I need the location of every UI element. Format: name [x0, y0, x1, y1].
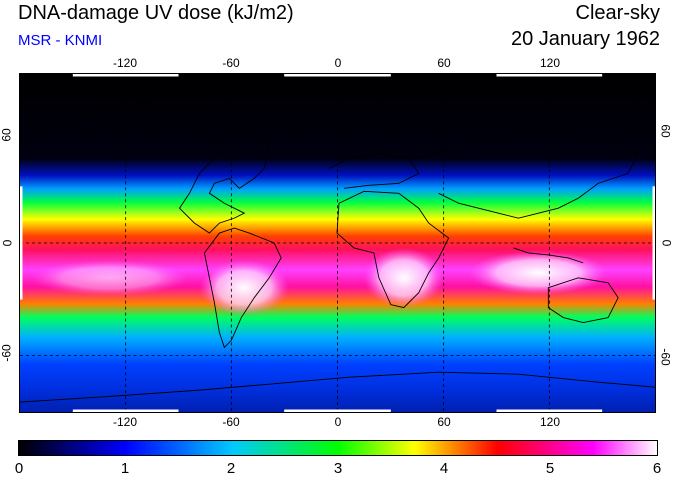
map-grid: [20, 74, 655, 412]
uv-max-south-america: [199, 259, 290, 316]
lon-tick-top: 0: [334, 56, 342, 70]
lat-tick-right: -60: [658, 348, 673, 366]
coast-south-america: [203, 227, 282, 349]
colorbar: [18, 440, 658, 456]
lon-tick-bottom: 0: [334, 415, 342, 429]
lon-tick-bottom: -60: [222, 415, 240, 429]
coast-indonesia: [513, 247, 584, 264]
lat-tick-left: 60: [0, 128, 14, 142]
uv-max-indian-ocean: [468, 250, 609, 295]
lon-tick-top: -60: [222, 56, 240, 70]
coast-north-america: [79, 103, 270, 234]
colorbar-label: 1: [120, 460, 130, 477]
sky-condition: Clear-sky: [575, 2, 660, 24]
coast-australia: [547, 277, 619, 323]
uv-max-pacific: [29, 259, 190, 296]
uv-dose-map-svg: [20, 74, 655, 412]
coast-antarctica: [20, 371, 655, 403]
colorbar-label: 3: [333, 460, 343, 477]
colorbar-label: 4: [439, 460, 449, 477]
coast-asia: [418, 133, 639, 219]
colorbar-label: 5: [545, 460, 555, 477]
lon-tick-bottom: 60: [437, 415, 451, 429]
coastlines: [20, 103, 655, 403]
map-date: 20 January 1962: [510, 28, 660, 50]
lon-tick-bottom: -120: [112, 415, 138, 429]
uv-max-africa: [363, 247, 444, 308]
coast-africa: [336, 190, 450, 309]
lat-tick-right: 0: [659, 239, 674, 247]
map-source: MSR - KNMI: [18, 32, 103, 49]
lat-tick-left: 0: [0, 239, 15, 247]
lat-tick-right: 60: [658, 124, 673, 138]
lon-tick-top: 120: [539, 56, 561, 70]
colorbar-label: 6: [652, 460, 662, 477]
map-frame-ticks: [20, 74, 655, 412]
map-title: DNA-damage UV dose (kJ/m2): [18, 2, 294, 24]
coast-europe: [328, 153, 420, 189]
lon-tick-top: 60: [437, 56, 451, 70]
lon-tick-top: -120: [112, 56, 138, 70]
lat-tick-left: -60: [0, 344, 14, 362]
uv-dose-map: [19, 73, 656, 413]
lon-tick-bottom: 120: [539, 415, 561, 429]
colorbar-label: 0: [14, 460, 24, 477]
colorbar-label: 2: [226, 460, 236, 477]
